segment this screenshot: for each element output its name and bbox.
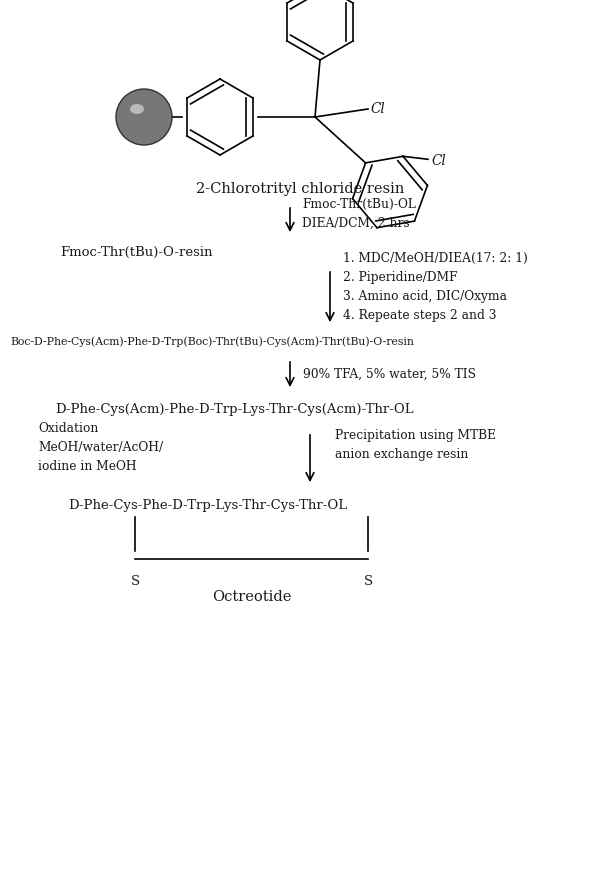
Text: 1. MDC/MeOH/DIEA(17: 2: 1)
2. Piperidine/DMF
3. Amino acid, DIC/Oxyma
4. Repeate: 1. MDC/MeOH/DIEA(17: 2: 1) 2. Piperidine… <box>343 252 528 322</box>
Text: Oxidation
MeOH/water/AcOH/
iodine in MeOH: Oxidation MeOH/water/AcOH/ iodine in MeO… <box>38 422 163 473</box>
Text: Cl: Cl <box>431 154 446 168</box>
Text: Fmoc-Thr(tBu)-OL
DIEA/DCM, 2 hrs: Fmoc-Thr(tBu)-OL DIEA/DCM, 2 hrs <box>302 198 416 230</box>
Text: S: S <box>364 575 373 588</box>
Ellipse shape <box>116 89 172 145</box>
Text: 90% TFA, 5% water, 5% TIS: 90% TFA, 5% water, 5% TIS <box>303 367 476 381</box>
Text: D-Phe-Cys-Phe-D-Trp-Lys-Thr-Cys-Thr-OL: D-Phe-Cys-Phe-D-Trp-Lys-Thr-Cys-Thr-OL <box>68 498 347 511</box>
Text: D-Phe-Cys(Acm)-Phe-D-Trp-Lys-Thr-Cys(Acm)-Thr-OL: D-Phe-Cys(Acm)-Phe-D-Trp-Lys-Thr-Cys(Acm… <box>55 403 413 416</box>
Text: 2-Chlorotrityl chloride resin: 2-Chlorotrityl chloride resin <box>196 182 404 196</box>
Text: Cl: Cl <box>370 102 385 116</box>
Text: Octreotide: Octreotide <box>212 590 291 604</box>
Text: S: S <box>130 575 140 588</box>
Text: Precipitation using MTBE
anion exchange resin: Precipitation using MTBE anion exchange … <box>335 429 496 461</box>
Text: Boc-D-Phe-Cys(Acm)-Phe-D-Trp(Boc)-Thr(tBu)-Cys(Acm)-Thr(tBu)-O-resin: Boc-D-Phe-Cys(Acm)-Phe-D-Trp(Boc)-Thr(tB… <box>10 337 414 347</box>
Ellipse shape <box>130 104 144 114</box>
Text: Fmoc-Thr(tBu)-O-resin: Fmoc-Thr(tBu)-O-resin <box>60 246 212 259</box>
